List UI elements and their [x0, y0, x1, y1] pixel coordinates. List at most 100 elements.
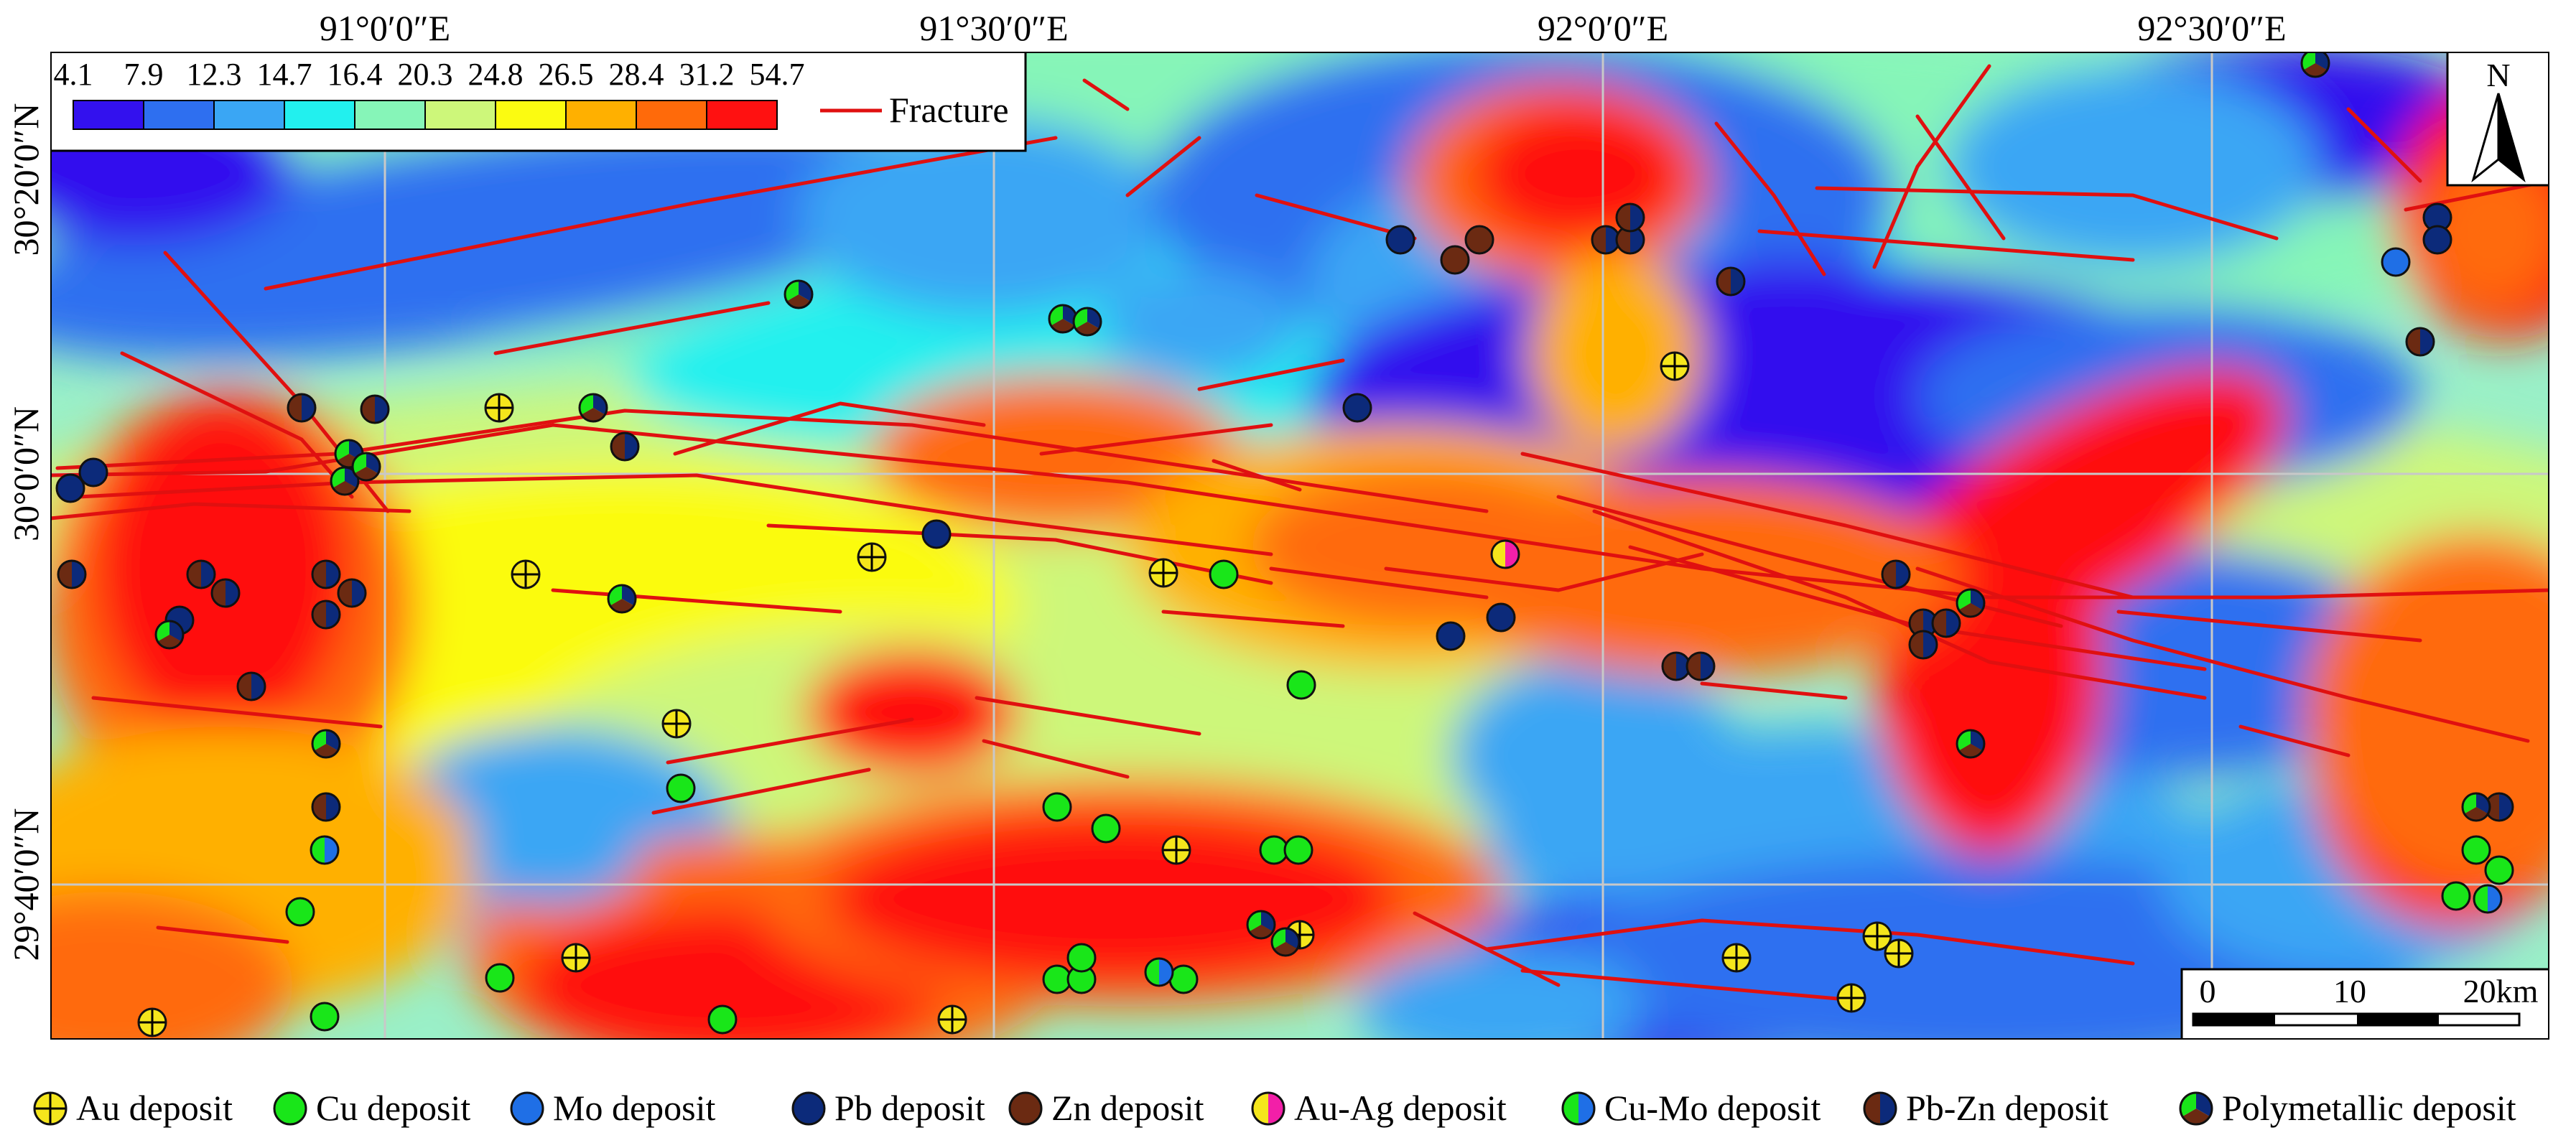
fracture-45 — [1212, 459, 1302, 492]
anomaly-blob-3 — [50, 116, 980, 360]
deposit-marker-pbzn-69 — [1908, 630, 1938, 660]
fracture-legend-label: Fracture — [889, 90, 1009, 130]
legend-item-auag: Au-Ag deposit — [1251, 1088, 1507, 1128]
deposit-marker-cu-28 — [1066, 943, 1097, 973]
legend-label-au: Au deposit — [76, 1088, 233, 1128]
deposit-marker-pb-41 — [55, 473, 85, 503]
deposit-marker-au-9 — [1721, 943, 1752, 973]
scale-break-label-4: 16.4 — [327, 57, 383, 92]
legend-item-cu: Cu deposit — [273, 1088, 470, 1128]
deposit-marker-poly-73 — [784, 279, 814, 309]
fracture-25 — [1915, 566, 2530, 743]
deposit-marker-cu-21 — [1283, 835, 1313, 865]
deposit-marker-au-12 — [1836, 983, 1866, 1013]
legend-label-poly: Polymetallic deposit — [2222, 1088, 2516, 1128]
scale-break-label-0: 4.1 — [54, 57, 93, 92]
deposit-marker-pbzn-56 — [311, 559, 341, 589]
deposit-marker-au-0 — [484, 393, 514, 423]
deposit-marker-zn-45 — [1464, 225, 1494, 255]
deposit-marker-au-14 — [937, 1004, 967, 1035]
scale-break-label-3: 14.7 — [257, 57, 312, 92]
deposit-marker-cu-16 — [1286, 670, 1316, 700]
deposit-marker-pbzn-55 — [210, 578, 241, 608]
deposit-marker-cu-31 — [2484, 855, 2514, 885]
deposit-marker-cu-22 — [285, 897, 315, 927]
latitude-label-30-20: 30°20′0″N — [6, 103, 46, 256]
deposit-marker-pbzn-71 — [311, 792, 341, 822]
fracture-6 — [91, 696, 383, 729]
au-ag-deposit-icon — [1251, 1091, 1285, 1126]
graticule — [50, 52, 2549, 1040]
deposit-legend: Au deposit Cu deposit Mo deposit Pb deposit… — [33, 1088, 2516, 1128]
deposit-marker-zn-44 — [1440, 245, 1470, 275]
deposit-marker-pbzn-65 — [1685, 651, 1716, 681]
scale-tick-10: 10 — [2333, 973, 2366, 1009]
deposit-marker-cumo-48 — [1144, 957, 1174, 987]
legend-label-mo: Mo deposit — [553, 1088, 716, 1128]
fracture-14 — [551, 588, 842, 614]
fracture-16 — [651, 768, 871, 815]
fracture-27 — [2116, 610, 2422, 643]
fracture-8 — [264, 136, 1058, 291]
deposit-marker-poly-76 — [578, 393, 608, 423]
deposit-marker-pb-38 — [921, 519, 952, 549]
fracture-35 — [2346, 107, 2422, 183]
deposit-marker-au-1 — [511, 559, 541, 589]
anomaly-blob-21 — [1451, 655, 1738, 856]
au-deposit-icon — [33, 1091, 68, 1126]
anomaly-blobs — [50, 52, 2549, 1040]
deposit-marker-pb-37 — [2422, 225, 2452, 255]
scale-break-label-5: 20.3 — [398, 57, 453, 92]
deposit-marker-pbzn-64 — [1661, 651, 1691, 681]
deposit-marker-poly-84 — [1956, 729, 1986, 759]
map-frame: 4.1 7.9 12.3 14.7 16.4 20.3 24.8 26.5 28.4 31.2 54… — [50, 52, 2549, 1040]
deposit-marker-poly-83 — [1956, 588, 1986, 618]
deposit-marker-mo-33 — [2381, 247, 2411, 277]
fracture-40 — [1125, 136, 1201, 197]
mo-deposit-icon — [510, 1091, 544, 1126]
deposit-marker-pbzn-68 — [1931, 608, 1961, 638]
anomaly-blob-45 — [467, 806, 639, 906]
pb-deposit-icon — [791, 1091, 826, 1126]
latitude-label-30-0: 30°0′0″N — [6, 406, 46, 541]
deposit-marker-pbzn-66 — [1881, 559, 1911, 589]
fracture-32 — [1872, 64, 1991, 269]
scale-break-label-9: 31.2 — [679, 57, 735, 92]
legend-item-pb: Pb deposit — [791, 1088, 985, 1128]
deposit-marker-cu-17 — [666, 773, 696, 803]
deposit-marker-cu-15 — [1209, 559, 1239, 589]
deposit-marker-pbzn-54 — [186, 559, 216, 589]
deposit-marker-cu-30 — [2461, 835, 2491, 865]
deposit-marker-poly-81 — [154, 620, 185, 650]
deposit-marker-pbzn-50 — [287, 393, 317, 423]
deposit-marker-cu-24 — [310, 1002, 340, 1032]
scale-break-labels: 4.1 7.9 12.3 14.7 16.4 20.3 24.8 26.5 28.4 31.2 54… — [54, 57, 805, 92]
fracture-3 — [50, 502, 411, 521]
fracture-9 — [493, 301, 771, 355]
scale-swatch-3 — [284, 100, 355, 130]
deposit-marker-cu-20 — [1259, 835, 1289, 865]
deposit-marker-pbzn-63 — [1716, 266, 1746, 297]
deposit-marker-poly-74 — [1048, 304, 1078, 334]
deposit-marker-cu-26 — [1042, 964, 1072, 994]
color-scale-legend: 4.1 7.9 12.3 14.7 16.4 20.3 24.8 26.5 28.4 31.2 54… — [50, 52, 1027, 152]
legend-item-pbzn: Pb-Zn deposit — [1863, 1088, 2108, 1128]
fracture-20 — [1161, 610, 1345, 628]
scale-break-label-2: 12.3 — [187, 57, 242, 92]
cu-deposit-icon — [273, 1091, 307, 1126]
anomaly-blob-38 — [1472, 102, 1688, 246]
deposit-marker-pbzn-51 — [360, 394, 390, 424]
deposit-marker-pbzn-57 — [337, 578, 367, 608]
legend-item-au: Au deposit — [33, 1088, 233, 1128]
north-label: N — [2486, 57, 2510, 93]
deposit-marker-cumo-47 — [310, 835, 340, 865]
legend-label-pb: Pb deposit — [834, 1088, 985, 1128]
fracture-12 — [1039, 423, 1273, 456]
anomaly-blob-39 — [1530, 253, 1702, 454]
north-arrow: N — [2446, 52, 2549, 187]
anomaly-blob-32 — [826, 813, 1400, 985]
anomaly-blob-28 — [50, 892, 294, 1040]
scale-swatch-2 — [213, 100, 285, 130]
longitude-label-92-0: 92°0′0″E — [1537, 8, 1669, 48]
legend-item-zn: Zn deposit — [1008, 1088, 1204, 1128]
